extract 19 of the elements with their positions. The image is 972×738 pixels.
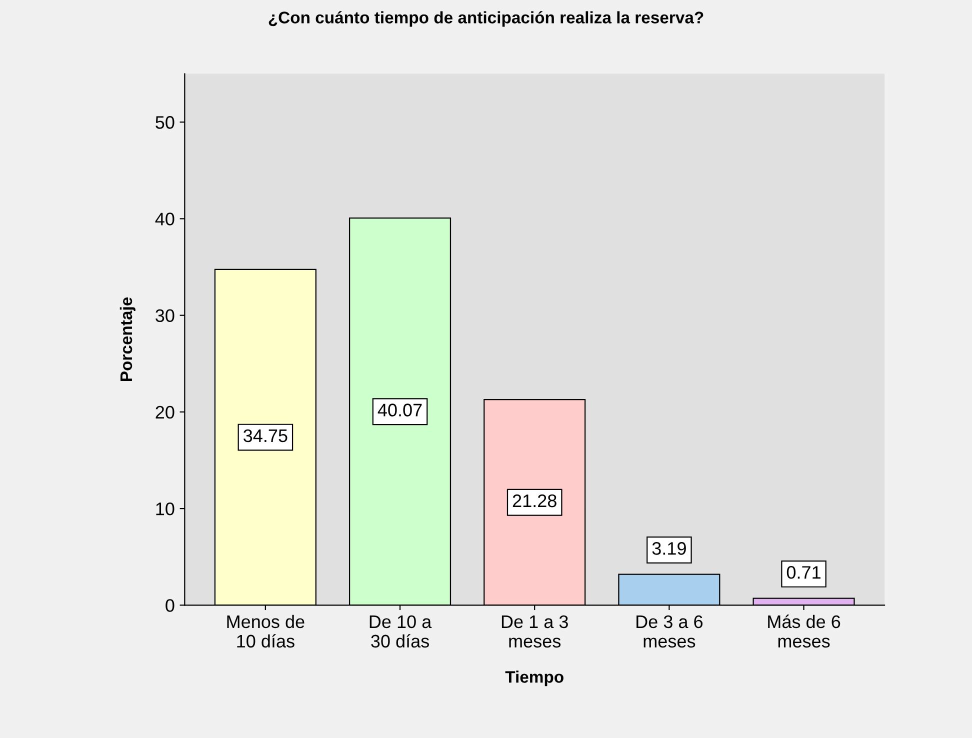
x-tick-label: De 10 a 30 días [370,615,432,648]
y-tick-label: 0 [166,599,174,612]
data-label: 3.19 [652,542,686,555]
x-tick-label: De 1 a 3 meses [502,615,568,648]
chart-title: ¿Con cuánto tiempo de anticipación realiza la reserva? [268,11,704,27]
y-tick-label: 20 [156,406,174,419]
x-tick-label: Más de 6 meses [768,614,840,648]
y-axis-title: Porcentaje [120,297,136,381]
x-tick-label: Menos de 10 días [227,614,304,648]
y-tick-label: 10 [156,502,174,516]
y-tick-label: 30 [156,309,174,322]
data-label: 21.28 [512,494,556,508]
data-label: 40.07 [378,404,422,416]
y-tick-label: 50 [156,116,174,129]
y-tick-label: 40 [155,212,174,226]
x-axis-title: Tiempo [505,670,564,686]
data-label: 34.75 [244,429,288,442]
data-label: 0.71 [786,566,820,579]
x-tick-label: De 3 a 6 meses [636,615,703,648]
